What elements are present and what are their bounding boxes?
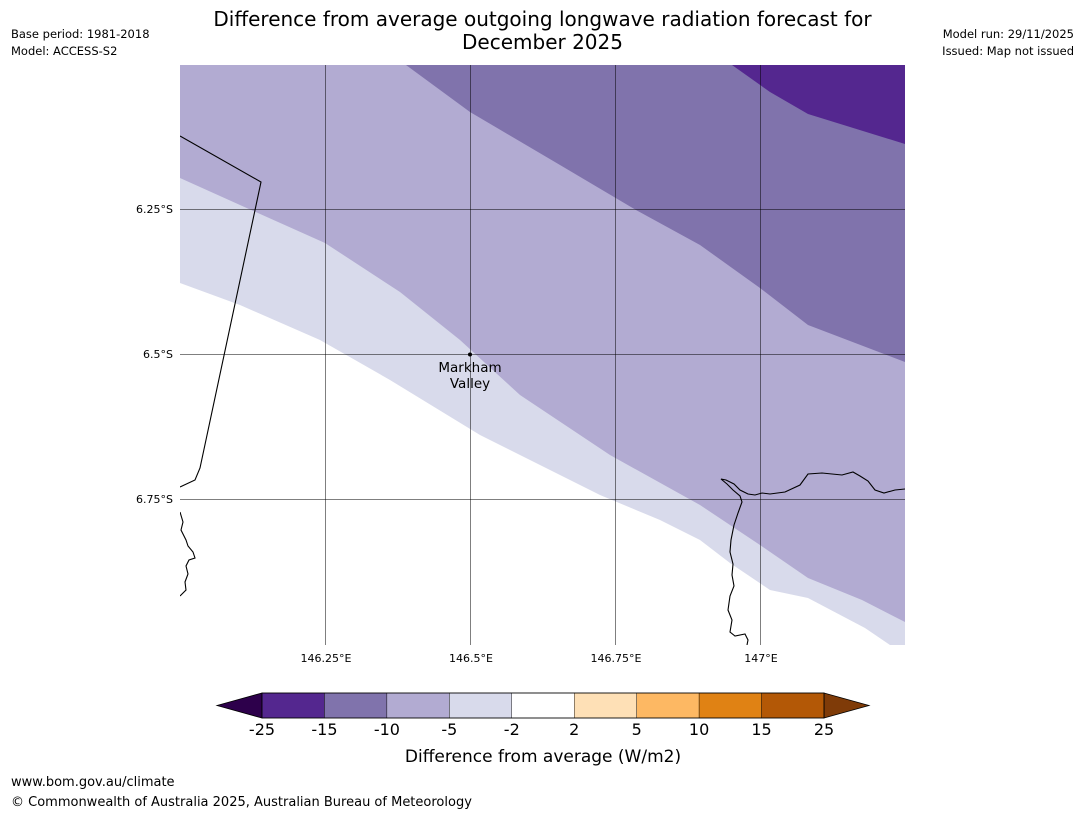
lon-tick-label: 146.75°E	[591, 652, 642, 665]
place-label-line-1: Markham	[438, 360, 501, 376]
colorbar-legend: -25 -15 -10 -5 -2 2 5 10 15 25 Difference from av…	[215, 692, 871, 767]
lon-tick-label: 146.25°E	[301, 652, 352, 665]
coastline-huon-gulf	[720, 471, 905, 645]
colorbar-swatch	[261, 692, 325, 719]
colorbar-swatches	[261, 692, 825, 719]
lat-tick-label: 6.25°S	[136, 203, 173, 216]
colorbar-swatch	[761, 692, 825, 719]
model-text: Model: ACCESS-S2	[11, 44, 118, 58]
model-run-text: Model run: 29/11/2025	[942, 27, 1074, 41]
band-below-minus15	[732, 65, 905, 144]
map-area[interactable]: Markham Valley	[180, 65, 905, 645]
footer-url[interactable]: www.bom.gov.au/climate	[11, 775, 175, 790]
colorbar-tick-label: -15	[311, 720, 337, 739]
colorbar-swatch	[698, 692, 762, 719]
colorbar-swatch	[511, 692, 575, 719]
colorbar-tick-label: 15	[751, 720, 771, 739]
colorbar-swatch	[324, 692, 388, 719]
base-period-text: Base period: 1981-2018	[11, 27, 150, 41]
colorbar-swatch	[574, 692, 637, 719]
gridlines	[180, 65, 905, 645]
colorbar-swatch	[449, 692, 512, 719]
map-title: Difference from average outgoing longwav…	[170, 8, 915, 54]
markham-valley-marker[interactable]	[468, 352, 472, 357]
lat-tick-label: 6.75°S	[136, 493, 173, 506]
colorbar-extend-low-arrow	[215, 692, 263, 719]
lon-tick-label: 147°E	[744, 652, 777, 665]
colorbar-swatch	[636, 692, 700, 719]
header-left: Base period: 1981-2018 Model: ACCESS-S2	[11, 26, 150, 60]
colorbar-tick-label: 10	[689, 720, 709, 739]
lon-tick-labels: 146.25°E 146.5°E 146.75°E 147°E	[301, 652, 778, 665]
colorbar-tick-label: 25	[814, 720, 834, 739]
coastline-west	[180, 511, 196, 597]
colorbar-title: Difference from average (W/m2)	[405, 747, 681, 767]
footer-copyright: © Commonwealth of Australia 2025, Austra…	[11, 795, 472, 810]
colorbar-extend-high-arrow	[823, 692, 871, 719]
colorbar-tick-label: -25	[249, 720, 275, 739]
colorbar-swatch	[386, 692, 450, 719]
map-title-line-2: December 2025	[462, 30, 623, 54]
header-right: Model run: 29/11/2025 Issued: Map not is…	[942, 26, 1074, 60]
band-minus15-to-minus10	[406, 65, 905, 362]
map-title-line-1: Difference from average outgoing longwav…	[213, 7, 872, 31]
lat-tick-labels: 6.25°S 6.5°S 6.75°S	[136, 203, 173, 506]
colorbar-tick-label: -5	[441, 720, 457, 739]
issued-text: Issued: Map not issued	[942, 44, 1074, 58]
colorbar-tick-label: 2	[569, 720, 579, 739]
colorbar-tick-label: -2	[504, 720, 520, 739]
colorbar-tick-labels: -25 -15 -10 -5 -2 2 5 10 15 25	[249, 720, 834, 739]
colorbar-tick-label: 5	[632, 720, 642, 739]
lon-tick-label: 146.5°E	[449, 652, 493, 665]
place-label-line-2: Valley	[450, 376, 490, 392]
colorbar-tick-label: -10	[374, 720, 400, 739]
colorbar-outline	[261, 692, 825, 719]
lat-tick-label: 6.5°S	[143, 348, 173, 361]
province-border-line	[180, 135, 262, 488]
